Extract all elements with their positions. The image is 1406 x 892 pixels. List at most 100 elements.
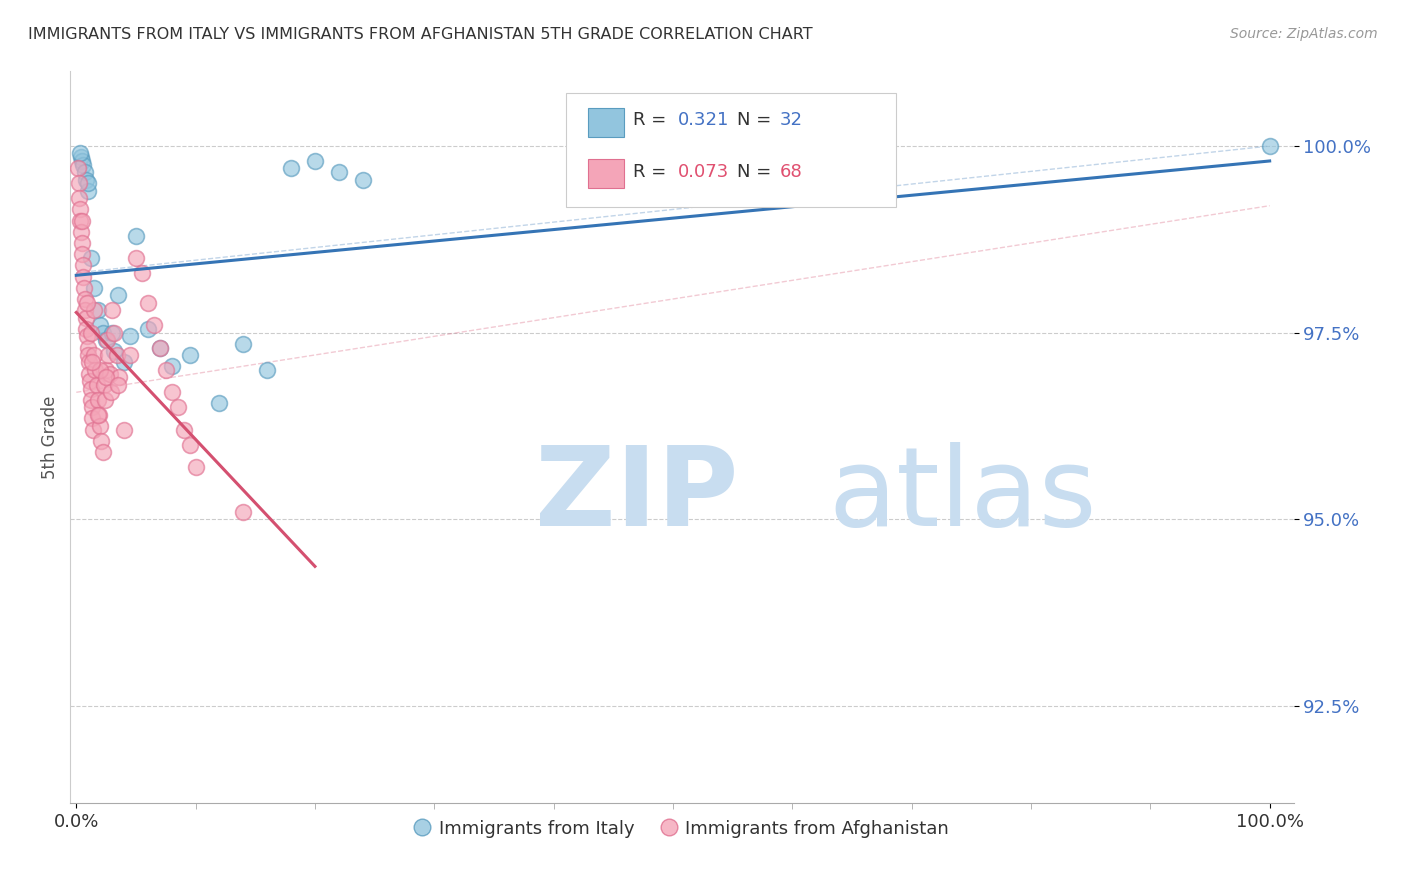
FancyBboxPatch shape bbox=[565, 94, 896, 207]
Point bbox=[75, 172, 97, 186]
Point bbox=[76, 341, 98, 355]
Point bbox=[118, 329, 141, 343]
Point bbox=[89, 418, 111, 433]
Point bbox=[179, 348, 201, 362]
Point bbox=[136, 322, 159, 336]
Point bbox=[149, 341, 172, 355]
Point bbox=[76, 295, 98, 310]
Point bbox=[77, 184, 100, 198]
Text: 0.073: 0.073 bbox=[678, 162, 730, 180]
Point bbox=[91, 445, 114, 459]
Text: R =: R = bbox=[633, 112, 672, 129]
Point bbox=[67, 161, 90, 176]
Text: 0.321: 0.321 bbox=[678, 112, 730, 129]
Point bbox=[87, 392, 110, 407]
Text: IMMIGRANTS FROM ITALY VS IMMIGRANTS FROM AFGHANISTAN 5TH GRADE CORRELATION CHART: IMMIGRANTS FROM ITALY VS IMMIGRANTS FROM… bbox=[28, 27, 813, 42]
Point bbox=[76, 329, 98, 343]
Point bbox=[72, 158, 94, 172]
Point bbox=[91, 326, 114, 340]
Point bbox=[184, 459, 207, 474]
Point bbox=[69, 213, 91, 227]
Text: R =: R = bbox=[633, 162, 672, 180]
Point bbox=[77, 348, 100, 362]
Point bbox=[70, 235, 93, 250]
Point bbox=[80, 392, 103, 407]
Point bbox=[98, 367, 121, 381]
Point bbox=[87, 303, 110, 318]
Point bbox=[94, 363, 117, 377]
Point bbox=[77, 355, 100, 369]
Point bbox=[136, 295, 159, 310]
Point bbox=[112, 355, 135, 369]
Point bbox=[97, 348, 120, 362]
Point bbox=[84, 363, 107, 377]
Point bbox=[75, 322, 97, 336]
Point bbox=[107, 377, 129, 392]
Point bbox=[89, 363, 111, 377]
Point bbox=[103, 326, 125, 340]
Point bbox=[70, 150, 93, 164]
Point bbox=[160, 359, 183, 374]
Point bbox=[82, 423, 104, 437]
Point bbox=[232, 336, 254, 351]
Point bbox=[142, 318, 165, 332]
Point bbox=[125, 228, 148, 243]
Point bbox=[90, 434, 112, 448]
Point bbox=[173, 423, 195, 437]
Point bbox=[75, 303, 97, 318]
Point bbox=[70, 153, 93, 168]
Point bbox=[105, 348, 128, 362]
Text: 68: 68 bbox=[780, 162, 803, 180]
Point bbox=[87, 408, 110, 422]
Point bbox=[80, 355, 103, 369]
Text: N =: N = bbox=[737, 112, 778, 129]
Text: atlas: atlas bbox=[828, 442, 1097, 549]
Point bbox=[89, 318, 111, 332]
Point bbox=[232, 505, 254, 519]
Point bbox=[77, 177, 100, 191]
Point bbox=[125, 251, 148, 265]
Point bbox=[96, 333, 118, 347]
Point bbox=[86, 377, 108, 392]
Point bbox=[87, 408, 110, 422]
Point bbox=[118, 348, 141, 362]
Point bbox=[83, 348, 105, 362]
Bar bbox=[588, 159, 624, 188]
Point bbox=[103, 344, 125, 359]
Text: N =: N = bbox=[737, 162, 778, 180]
Point bbox=[79, 251, 101, 265]
Point bbox=[108, 370, 131, 384]
Point bbox=[69, 202, 91, 217]
Point bbox=[179, 437, 201, 451]
Point bbox=[112, 423, 135, 437]
Point bbox=[72, 259, 94, 273]
Text: ZIP: ZIP bbox=[536, 442, 738, 549]
Point bbox=[280, 161, 302, 176]
Point bbox=[79, 374, 101, 388]
Bar bbox=[588, 108, 624, 137]
Point bbox=[72, 269, 94, 284]
Point bbox=[256, 363, 278, 377]
Point bbox=[79, 367, 101, 381]
Point bbox=[100, 385, 122, 400]
Point bbox=[208, 396, 231, 410]
Point bbox=[101, 303, 124, 318]
Point bbox=[82, 411, 104, 425]
Text: Source: ZipAtlas.com: Source: ZipAtlas.com bbox=[1230, 27, 1378, 41]
Point bbox=[69, 146, 91, 161]
Point bbox=[79, 326, 101, 340]
Point bbox=[131, 266, 153, 280]
Point bbox=[80, 401, 103, 415]
Point bbox=[94, 370, 117, 384]
Point bbox=[83, 303, 105, 318]
Point bbox=[155, 363, 177, 377]
Point bbox=[67, 177, 90, 191]
Point bbox=[352, 172, 374, 186]
Point bbox=[166, 401, 188, 415]
Point bbox=[149, 341, 172, 355]
Point bbox=[93, 377, 115, 392]
Point bbox=[73, 281, 96, 295]
Point bbox=[328, 165, 350, 179]
Point bbox=[67, 191, 90, 205]
Point bbox=[75, 310, 97, 325]
